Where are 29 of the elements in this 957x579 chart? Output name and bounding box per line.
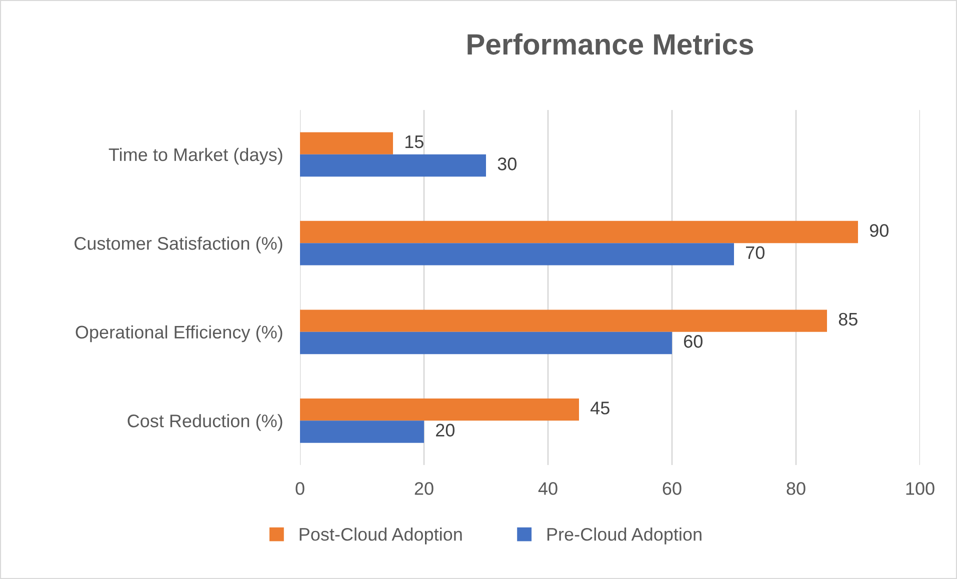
data-label: 60: [684, 335, 702, 348]
data-label: 20: [436, 424, 454, 437]
y-tick-label: Customer Satisfaction (%): [74, 236, 282, 254]
x-tick-label: 40: [538, 482, 558, 495]
bar: [300, 420, 424, 443]
bar: [300, 398, 579, 421]
bar: [300, 332, 672, 354]
data-label: 15: [405, 136, 424, 148]
bar: [300, 132, 393, 154]
data-label: 70: [746, 246, 764, 260]
y-tick-label: Cost Reduction (%): [128, 414, 282, 431]
x-tick-label: 100: [906, 482, 934, 495]
y-tick-label: Time to Market (days): [108, 148, 282, 165]
bar: [300, 154, 486, 177]
legend-label: Pre-Cloud Adoption: [547, 527, 702, 544]
x-tick-label: 20: [414, 482, 434, 495]
y-tick-label: Operational Efficiency (%): [76, 325, 282, 342]
data-label: 90: [870, 224, 888, 237]
bar: [300, 310, 827, 332]
bar: [300, 243, 734, 266]
chart-title: Performance Metrics: [468, 33, 754, 55]
bar: [300, 220, 858, 244]
x-tick-label: 80: [786, 482, 806, 495]
x-tick-label: 0: [296, 482, 304, 495]
data-label: 30: [498, 158, 516, 170]
data-label: 85: [838, 312, 858, 326]
x-tick-label: 60: [662, 482, 682, 495]
data-label: 45: [590, 402, 610, 414]
legend-label: Post-Cloud Adoption: [300, 527, 462, 544]
